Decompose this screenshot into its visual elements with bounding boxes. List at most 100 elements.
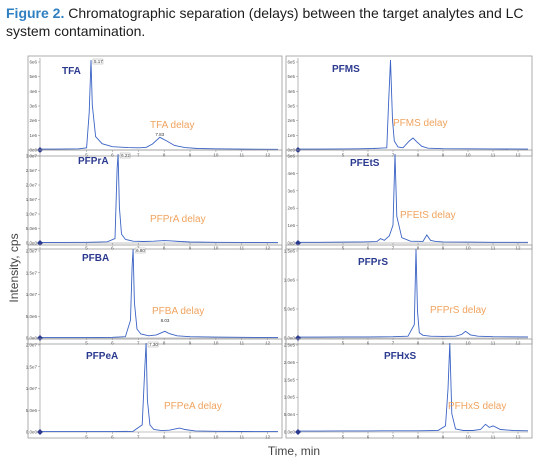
peak-retention-label: 7.30	[149, 342, 158, 347]
y-tick-label: 5e6	[29, 74, 37, 79]
y-tick-label: 5e6	[287, 154, 295, 159]
y-tick-label: 5.0e4	[284, 412, 296, 417]
x-tick-label: 10	[213, 153, 219, 158]
x-tick-label: 7	[392, 246, 395, 251]
y-tick-label: 1.0e6	[284, 278, 296, 283]
delay-label: PFEtS delay	[400, 210, 456, 221]
y-tick-label: 5.0e6	[26, 226, 38, 231]
chromatogram-trace	[40, 248, 279, 339]
x-tick-label: 5	[85, 246, 88, 251]
panel-frame	[285, 55, 533, 157]
x-tick-label: 8	[163, 341, 166, 346]
y-tick-label: 1.5e5	[284, 377, 296, 382]
y-tick-label: 4e6	[29, 89, 37, 94]
analyte-label: PFPeA	[86, 351, 118, 362]
x-tick-label: 9	[189, 153, 192, 158]
peak-retention-label: 5.17	[94, 59, 103, 64]
delay-label: TFA delay	[150, 120, 194, 131]
y-tick-label: 5.0e5	[284, 307, 296, 312]
x-tick-label: 8	[417, 246, 420, 251]
y-tick-label: 1e5	[287, 133, 295, 138]
chromatogram-trace	[40, 153, 279, 244]
chromatogram-trace	[298, 248, 529, 338]
x-tick-label: 10	[465, 341, 471, 346]
y-tick-label: 3e5	[287, 104, 295, 109]
y-tick-label: 6e5	[287, 60, 295, 65]
panel-frame	[285, 338, 533, 439]
y-tick-label: 3e6	[287, 188, 295, 193]
x-tick-label: 12	[515, 341, 521, 346]
chromatogram-trace	[298, 153, 528, 243]
x-tick-label: 8	[417, 435, 420, 440]
chromatogram-trace	[298, 342, 529, 432]
y-tick-label: 2e6	[287, 206, 295, 211]
x-tick-label: 6	[111, 341, 114, 346]
delay-label: PFPrA delay	[150, 214, 206, 225]
y-tick-label: 1.0e7	[26, 292, 38, 297]
y-tick-label: 3e6	[29, 104, 37, 109]
x-tick-label: 6	[111, 246, 114, 251]
chromatogram-trace	[40, 59, 279, 150]
chromatogram-trace	[298, 59, 529, 150]
y-tick-label: 2e5	[287, 118, 295, 123]
x-tick-label: 12	[265, 341, 271, 346]
x-tick-label: 7	[137, 153, 140, 158]
x-tick-label: 7	[392, 341, 395, 346]
peak-label-box	[147, 341, 159, 348]
y-tick-label: 2.0e7	[26, 183, 38, 188]
y-tick-label: 1e6	[29, 133, 37, 138]
x-tick-label: 6	[367, 246, 370, 251]
x-tick-label: 11	[239, 341, 244, 346]
x-tick-label: 12	[265, 435, 271, 440]
y-tick-label: 4e5	[287, 89, 295, 94]
delay-retention-label: 8.03	[161, 318, 170, 323]
y-tick-label: 1.0e7	[26, 386, 38, 391]
delay-label: PFPeA delay	[164, 401, 222, 412]
x-tick-label: 5	[85, 153, 88, 158]
origin-marker	[295, 429, 301, 435]
peak-label-box	[134, 247, 146, 254]
caption-text: Chromatographic separation (delays) betw…	[6, 5, 524, 39]
x-tick-label: 10	[465, 435, 471, 440]
x-tick-label: 8	[163, 435, 166, 440]
y-tick-label: 5.0e6	[26, 408, 38, 413]
y-tick-label: 6e6	[29, 60, 37, 65]
x-tick-label: 9	[442, 341, 445, 346]
chromatogram-trace	[40, 342, 279, 433]
y-tick-label: 2.0e5	[284, 360, 296, 365]
y-tick-label: 1.0e7	[26, 212, 38, 217]
x-tick-label: 5	[342, 246, 345, 251]
origin-marker	[37, 240, 43, 246]
x-tick-label: 9	[189, 435, 192, 440]
x-tick-label: 10	[213, 341, 219, 346]
x-tick-label: 12	[265, 153, 271, 158]
peak-label-box	[119, 152, 131, 159]
y-tick-label: 5e5	[287, 74, 295, 79]
y-tick-label: 2.5e7	[26, 168, 38, 173]
x-tick-label: 7	[392, 435, 395, 440]
peak-retention-label: 6.80	[136, 248, 145, 253]
x-tick-label: 6	[367, 153, 370, 158]
y-tick-label: 1.5e7	[26, 197, 38, 202]
panel-frame	[27, 55, 283, 157]
analyte-label: PFEtS	[350, 158, 380, 169]
y-tick-label: 0.0e0	[26, 336, 38, 341]
origin-marker	[37, 335, 43, 341]
y-tick-label: 5.0e6	[26, 314, 38, 319]
x-tick-label: 5	[342, 341, 345, 346]
x-tick-label: 12	[515, 435, 521, 440]
x-tick-label: 9	[442, 435, 445, 440]
y-tick-label: 0e0	[287, 241, 295, 246]
x-tick-label: 9	[442, 246, 445, 251]
y-tick-label: 1.0e5	[284, 395, 296, 400]
x-tick-label: 7	[137, 435, 140, 440]
analyte-label: PFMS	[332, 64, 360, 75]
analyte-label: TFA	[62, 66, 81, 77]
origin-marker	[295, 335, 301, 341]
panel-frame	[27, 149, 283, 250]
y-tick-label: 2.5e5	[284, 343, 296, 348]
x-tick-label: 8	[163, 246, 166, 251]
panel-frame	[27, 244, 283, 345]
y-tick-label: 1.5e7	[26, 364, 38, 369]
